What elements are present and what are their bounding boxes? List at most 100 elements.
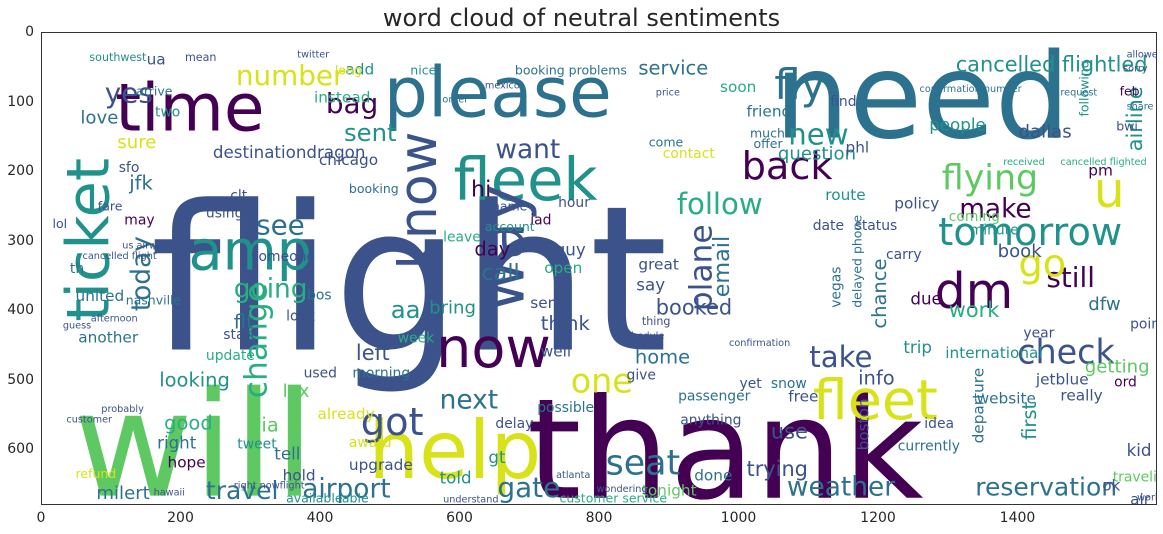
word-free: free — [788, 388, 818, 406]
word-still: still — [1046, 261, 1095, 294]
word-today: today — [126, 236, 157, 311]
word-order: order — [442, 95, 468, 106]
word-morning: morning — [352, 365, 410, 381]
word-name: name — [492, 198, 528, 213]
word-milert: milert — [96, 483, 149, 504]
word-good: good — [164, 412, 213, 435]
word-currently: currently — [898, 438, 960, 454]
word-reservation: reservation — [975, 473, 1117, 502]
word-confirmation: confirmation — [729, 338, 790, 349]
word-anything: anything — [680, 413, 741, 429]
x-tick-label: 1400 — [999, 510, 1036, 526]
word-dfw: dfw — [1088, 294, 1121, 315]
word-booked: booked — [656, 296, 732, 320]
word-schedule: schedule — [621, 331, 664, 342]
word-friend: friend — [747, 103, 792, 121]
word-award: award — [349, 435, 392, 451]
word-hawaii: hawaii — [154, 488, 185, 499]
word-twitter: twitter — [297, 49, 329, 60]
word-back: back — [742, 144, 834, 189]
word-route: route — [825, 186, 865, 204]
word-work: work — [949, 298, 1000, 322]
word-think: think — [541, 312, 591, 335]
word-will: will — [73, 361, 314, 505]
word-new: new — [788, 117, 848, 151]
word-customer: customer — [66, 415, 112, 426]
x-tick-label: 600 — [446, 510, 473, 526]
word-come: come — [649, 134, 684, 149]
word-coming: coming — [949, 209, 1000, 225]
word-getting: getting — [1085, 356, 1150, 377]
word-may: may — [124, 212, 154, 228]
word-please: please — [384, 53, 612, 134]
word-love: love — [80, 107, 118, 128]
word-bos: bos — [307, 287, 332, 303]
word-chance: chance — [868, 258, 891, 328]
word-tweet: tweet — [237, 436, 277, 452]
y-tick-label: 500 — [7, 371, 34, 388]
word-next: next — [440, 385, 498, 416]
word-use: use — [771, 420, 808, 444]
word-leave: leave — [443, 230, 481, 246]
word-airport: airport — [302, 474, 390, 505]
word-wondering: wondering — [597, 484, 648, 495]
word-u: u — [1094, 163, 1125, 219]
word-received: received — [1003, 157, 1045, 168]
word-travel: travel — [206, 476, 279, 505]
chart-title: word cloud of neutral sentiments — [382, 4, 781, 32]
word-much: much — [750, 125, 785, 140]
word-price: price — [656, 88, 680, 99]
word-looking: looking — [159, 368, 230, 391]
word-airline: airline — [1123, 86, 1147, 151]
word-vegas: vegas — [829, 266, 845, 307]
word-thing: thing — [642, 315, 671, 328]
word-tell: tell — [274, 443, 300, 463]
word-cancelled-flight: cancelled flight — [83, 251, 157, 262]
word-soon: soon — [720, 78, 756, 96]
word-world: world — [1137, 492, 1157, 503]
word-understand: understand — [443, 495, 498, 506]
word-go: go — [1019, 242, 1067, 287]
word-call: call — [481, 260, 519, 286]
word-due: due — [910, 288, 941, 308]
word-snow: snow — [771, 376, 807, 392]
word-told: told — [440, 468, 472, 488]
word-website: website — [977, 390, 1036, 408]
word-add: add — [345, 61, 374, 79]
word-sent: sent — [344, 118, 397, 147]
word-see: see — [256, 209, 305, 242]
word-booking-problems: booking problems — [515, 63, 627, 78]
word-lol: lol — [53, 216, 68, 231]
word-fleet: fleet — [813, 368, 938, 433]
word-point: point — [1130, 317, 1157, 333]
x-tick-label: 400 — [306, 510, 334, 526]
word-instead: instead — [314, 89, 370, 107]
word-bring: bring — [429, 297, 476, 318]
word-mean: mean — [185, 51, 216, 64]
word-people: people — [929, 114, 986, 134]
word-really: really — [1060, 386, 1102, 404]
word-iad: iad — [530, 212, 551, 228]
word-destinationdragon: destinationdragon — [213, 142, 366, 162]
word-flt: flt — [234, 311, 254, 334]
word-ord: ord — [1114, 374, 1137, 390]
word-service: service — [638, 57, 708, 80]
word-able: able — [342, 491, 369, 506]
word-great: great — [638, 256, 678, 274]
word-take: take — [809, 340, 872, 374]
word-contact: contact — [663, 146, 716, 162]
word-used: used — [304, 365, 337, 381]
word-yes: yes — [105, 77, 153, 110]
word-well: well — [541, 342, 571, 360]
word-available: available — [286, 491, 343, 506]
word-refund: refund — [76, 466, 117, 481]
word-request: request — [1060, 88, 1097, 99]
word-hi: hi — [471, 177, 491, 203]
word-find: find — [830, 94, 856, 110]
word-fleek: fleek — [454, 145, 599, 214]
y-tick-label: 300 — [7, 232, 34, 249]
word-tomorrow: tomorrow — [938, 210, 1122, 255]
word-want: want — [495, 134, 560, 165]
word-date: date — [813, 218, 844, 234]
word-look: look — [286, 308, 315, 324]
